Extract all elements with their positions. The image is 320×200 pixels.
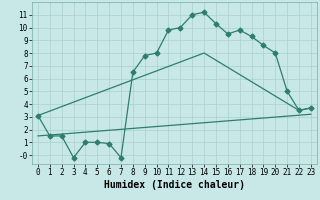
X-axis label: Humidex (Indice chaleur): Humidex (Indice chaleur) bbox=[104, 180, 245, 190]
